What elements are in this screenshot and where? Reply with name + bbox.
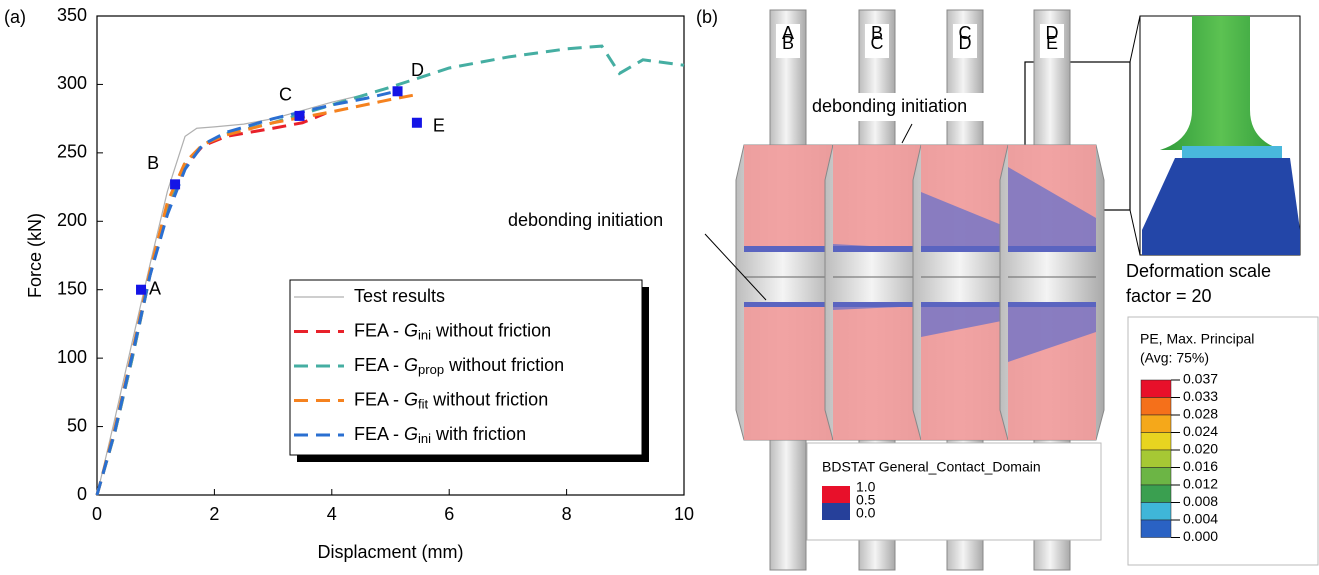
- colorbar-swatch: [1141, 433, 1171, 451]
- x-tick-label: 0: [92, 504, 102, 524]
- point-marker: [170, 179, 180, 189]
- panel-label: (a): [4, 7, 26, 27]
- colorbar-label: 0.016: [1183, 458, 1218, 474]
- legend-label: Test results: [354, 286, 445, 306]
- specimen-label: B: [782, 33, 794, 53]
- y-tick-label: 100: [57, 347, 87, 367]
- scale-note: Deformation scale: [1126, 261, 1271, 281]
- bdstat-swatch: [822, 503, 850, 520]
- specimen-label: C: [871, 33, 884, 53]
- zoom-line: [1130, 210, 1140, 255]
- colorbar-label: 0.008: [1183, 493, 1218, 509]
- x-tick-label: 2: [209, 504, 219, 524]
- x-tick-label: 4: [327, 504, 337, 524]
- y-tick-label: 150: [57, 278, 87, 298]
- specimen-label: D: [959, 33, 972, 53]
- bdstat-label: 0.0: [856, 505, 876, 521]
- y-tick-label: 200: [57, 210, 87, 230]
- colorbar-label: 0.000: [1183, 528, 1218, 544]
- colorbar-swatch: [1141, 415, 1171, 433]
- point-marker: [412, 118, 422, 128]
- specimen-label: E: [1046, 33, 1058, 53]
- colorbar-label: 0.020: [1183, 441, 1218, 457]
- x-tick-label: 6: [444, 504, 454, 524]
- bdstat-swatch: [822, 486, 850, 503]
- y-tick-label: 50: [67, 415, 87, 435]
- bond-lower: [833, 302, 921, 440]
- y-tick-label: 300: [57, 73, 87, 93]
- bond-edge: [833, 302, 921, 307]
- inset: [1140, 16, 1300, 255]
- annotation: debonding initiation: [508, 210, 663, 230]
- bdstat-box: [807, 443, 1101, 540]
- zoom-line: [1130, 16, 1140, 62]
- colorbar-label: 0.012: [1183, 476, 1218, 492]
- figure: (a) (b) 0246810050100150200250300350Disp…: [0, 0, 1319, 575]
- legend-label: FEA - Gprop without friction: [354, 355, 564, 378]
- bond-lower: [744, 302, 832, 440]
- colorbar-swatch: [1141, 398, 1171, 416]
- annotation: debonding initiation: [812, 96, 967, 116]
- point-label: D: [411, 60, 424, 80]
- colorbar-label: 0.033: [1183, 388, 1218, 404]
- colorbar-swatch: [1141, 503, 1171, 521]
- y-tick-label: 0: [77, 484, 87, 504]
- y-tick-label: 350: [57, 5, 87, 25]
- legend-label: FEA - Gini without friction: [354, 320, 551, 343]
- colorbar-label: 0.024: [1183, 423, 1218, 439]
- scale-note: factor = 20: [1126, 286, 1212, 306]
- y-tick-label: 250: [57, 142, 87, 162]
- point-marker: [295, 111, 305, 121]
- point-label: C: [279, 85, 292, 105]
- bond-upper: [744, 145, 832, 252]
- legend-label: FEA - Gfit without friction: [354, 389, 548, 412]
- colorbar-label: 0.004: [1183, 511, 1218, 527]
- x-tick-label: 10: [674, 504, 694, 524]
- point-label: E: [433, 115, 445, 135]
- bdstat-title: BDSTAT General_Contact_Domain: [822, 459, 1041, 475]
- bond-edge: [744, 246, 832, 252]
- colorbar-title: PE, Max. Principal: [1140, 331, 1254, 347]
- colorbar-label: 0.028: [1183, 406, 1218, 422]
- y-axis-label: Force (kN): [25, 213, 45, 298]
- point-marker: [393, 86, 403, 96]
- bond-edge: [1008, 302, 1096, 307]
- bond-edge: [921, 302, 1009, 307]
- bond-edge: [744, 302, 832, 307]
- x-axis-label: Displacment (mm): [317, 542, 463, 562]
- point-label: B: [147, 153, 159, 173]
- colorbar-title: (Avg: 75%): [1140, 350, 1209, 366]
- colorbar-swatch: [1141, 468, 1171, 486]
- bond-edge: [921, 246, 1009, 252]
- point-marker: [136, 285, 146, 295]
- colorbar-swatch: [1141, 380, 1171, 398]
- x-tick-label: 8: [562, 504, 572, 524]
- point-label: A: [149, 278, 161, 298]
- bond-edge: [1008, 246, 1096, 252]
- legend-label: FEA - Gini with friction: [354, 424, 526, 447]
- colorbar-swatch: [1141, 485, 1171, 503]
- arrow: [902, 124, 912, 143]
- colorbar-swatch: [1141, 520, 1171, 538]
- colorbar-label: 0.037: [1183, 371, 1218, 387]
- bond-upper: [833, 145, 921, 252]
- panel-label: (b): [696, 7, 718, 27]
- colorbar-swatch: [1141, 450, 1171, 468]
- bond-edge: [833, 246, 921, 252]
